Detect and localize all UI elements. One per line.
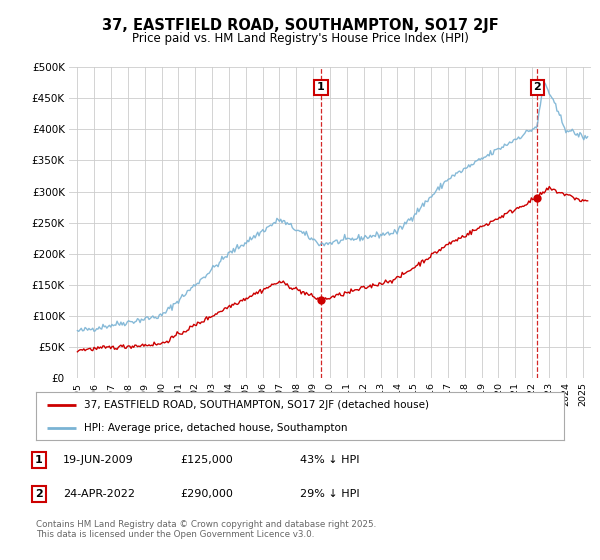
Text: Contains HM Land Registry data © Crown copyright and database right 2025.
This d: Contains HM Land Registry data © Crown c… [36, 520, 376, 539]
Text: 37, EASTFIELD ROAD, SOUTHAMPTON, SO17 2JF (detached house): 37, EASTFIELD ROAD, SOUTHAMPTON, SO17 2J… [83, 400, 428, 410]
Text: 1: 1 [35, 455, 43, 465]
Text: 2: 2 [533, 82, 541, 92]
Text: 43% ↓ HPI: 43% ↓ HPI [300, 455, 359, 465]
Text: 24-APR-2022: 24-APR-2022 [63, 489, 135, 499]
Text: HPI: Average price, detached house, Southampton: HPI: Average price, detached house, Sout… [83, 423, 347, 433]
Text: £290,000: £290,000 [180, 489, 233, 499]
Text: 19-JUN-2009: 19-JUN-2009 [63, 455, 134, 465]
Text: 29% ↓ HPI: 29% ↓ HPI [300, 489, 359, 499]
Text: 37, EASTFIELD ROAD, SOUTHAMPTON, SO17 2JF: 37, EASTFIELD ROAD, SOUTHAMPTON, SO17 2J… [101, 18, 499, 33]
Text: Price paid vs. HM Land Registry's House Price Index (HPI): Price paid vs. HM Land Registry's House … [131, 32, 469, 45]
Text: 2: 2 [35, 489, 43, 499]
Text: 1: 1 [317, 82, 325, 92]
Text: £125,000: £125,000 [180, 455, 233, 465]
